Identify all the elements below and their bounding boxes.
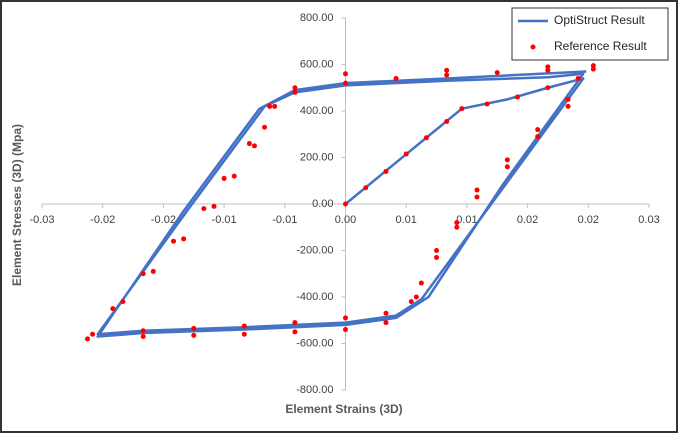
data-point (423, 135, 429, 141)
data-point (565, 103, 571, 109)
data-point (221, 175, 227, 181)
data-point (418, 280, 424, 286)
x-tick-label: -0.02 (90, 214, 115, 226)
data-point (535, 134, 541, 140)
data-point (474, 194, 480, 200)
data-point (459, 106, 465, 112)
data-point (120, 299, 126, 305)
y-tick-label: 400.00 (300, 105, 334, 117)
x-tick-label: -0.03 (29, 214, 54, 226)
data-point (383, 168, 389, 174)
data-point (474, 187, 480, 193)
data-point (343, 71, 348, 77)
data-point (444, 72, 450, 78)
data-point (590, 63, 596, 69)
data-point (150, 268, 156, 274)
data-point (413, 294, 419, 300)
x-tick-label: -0.01 (272, 214, 297, 226)
data-point (292, 329, 298, 335)
x-tick-label: 0.02 (517, 214, 538, 226)
legend-label: Reference Result (554, 39, 647, 53)
x-tick-label: -0.02 (151, 214, 176, 226)
data-point (201, 206, 207, 212)
data-point (85, 336, 91, 342)
data-point (454, 224, 460, 230)
legend-box (511, 7, 669, 61)
data-point (191, 332, 197, 338)
data-point (90, 331, 96, 337)
data-point (110, 306, 116, 312)
data-point (403, 151, 409, 157)
data-point (434, 254, 440, 260)
data-point (343, 327, 348, 333)
data-point (484, 101, 490, 107)
data-point (343, 80, 348, 86)
data-point (444, 118, 450, 124)
x-axis-title: Element Strains (3D) (285, 402, 402, 416)
data-point (292, 85, 298, 91)
data-point (535, 127, 541, 133)
data-point (211, 203, 217, 209)
data-point (251, 143, 257, 149)
y-tick-label: -600.00 (296, 337, 333, 349)
data-point (545, 64, 551, 70)
data-point (383, 310, 389, 316)
data-point (292, 89, 298, 95)
data-point (565, 96, 571, 102)
data-point (363, 185, 369, 191)
data-point (494, 70, 500, 76)
data-point (590, 66, 596, 72)
data-point (514, 94, 520, 100)
data-point (343, 201, 348, 207)
y-tick-label: -800.00 (296, 384, 333, 396)
data-point (140, 328, 146, 334)
x-tick-label: -0.01 (212, 214, 237, 226)
x-tick-label: 0.02 (578, 214, 599, 226)
data-point (575, 75, 581, 81)
data-point (246, 141, 252, 147)
x-tick-label: 0.00 (335, 214, 356, 226)
data-point (171, 238, 177, 244)
y-tick-label: 0.00 (312, 198, 333, 210)
data-point (241, 323, 247, 329)
data-point (545, 85, 551, 91)
y-tick-label: 800.00 (300, 12, 334, 24)
data-point (504, 157, 510, 163)
x-tick-label: 0.01 (456, 214, 477, 226)
data-point (408, 299, 414, 305)
data-point (272, 103, 278, 109)
data-point (231, 173, 237, 179)
data-point (434, 248, 440, 253)
data-point (545, 67, 551, 73)
x-tick-label: 0.01 (395, 214, 416, 226)
data-point (241, 331, 247, 337)
data-point (393, 75, 399, 81)
data-point (343, 315, 348, 321)
data-point (444, 67, 450, 73)
data-point (140, 271, 146, 277)
legend-label: OptiStruct Result (554, 13, 645, 27)
data-point (383, 320, 389, 326)
data-point (292, 320, 298, 326)
series-line (96, 70, 587, 338)
y-tick-label: 600.00 (300, 58, 334, 70)
y-axis-title: Element Stresses (3D) (Mpa) (10, 124, 24, 286)
data-point (454, 220, 460, 226)
y-tick-label: -200.00 (296, 244, 333, 256)
data-point (191, 325, 197, 331)
y-tick-label: 200.00 (300, 151, 334, 163)
data-point (504, 164, 510, 170)
y-tick-label: -400.00 (296, 291, 333, 303)
data-point (262, 124, 268, 130)
data-point (140, 334, 146, 340)
legend-swatch (530, 44, 536, 50)
x-tick-label: 0.03 (638, 214, 659, 226)
data-point (267, 103, 273, 109)
data-point (181, 236, 187, 242)
